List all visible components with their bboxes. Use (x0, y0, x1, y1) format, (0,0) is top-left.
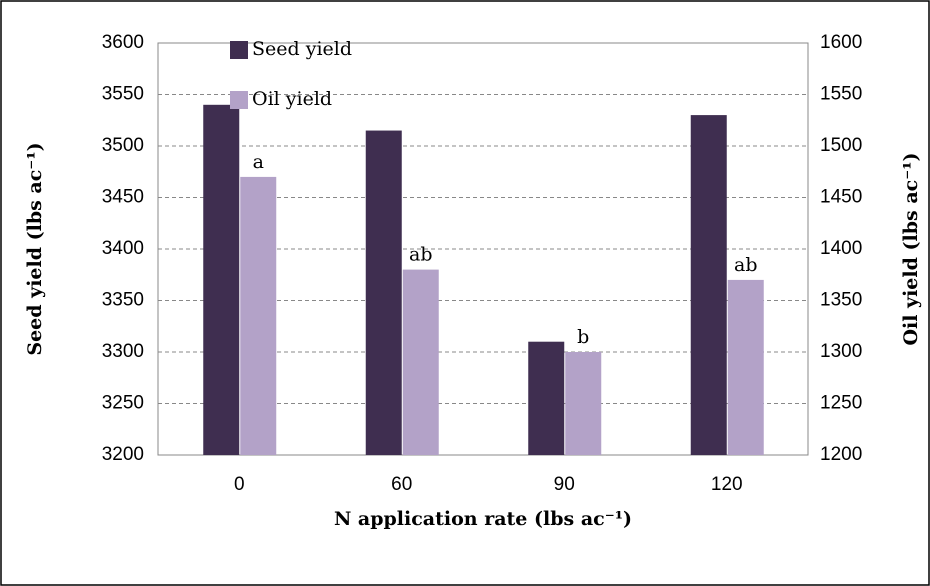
annotation: a (253, 151, 264, 173)
y2-tick-label: 1500 (820, 135, 862, 156)
y-tick-label: 3350 (102, 290, 144, 311)
x-tick-label: 90 (554, 474, 575, 495)
annotation: ab (734, 254, 758, 276)
y2-tick-label: 1200 (820, 444, 862, 465)
bar (203, 104, 240, 456)
bar (365, 130, 402, 456)
y-tick-label: 3400 (102, 238, 144, 259)
y-tick-label: 3550 (102, 84, 144, 105)
y2-tick-label: 1400 (820, 238, 862, 259)
y-tick-label: 3500 (102, 135, 144, 156)
legend-label: Oil yield (252, 88, 332, 110)
bar (727, 279, 764, 455)
y2-tick-label: 1550 (820, 84, 862, 105)
annotation: ab (409, 244, 433, 266)
x-axis-title: N application rate (lbs ac⁻¹) (334, 508, 632, 530)
y2-tick-label: 1300 (820, 341, 862, 362)
bar (402, 269, 439, 455)
y2-axis-title: Oil yield (lbs ac⁻¹) (900, 152, 922, 345)
y2-tick-label: 1350 (820, 290, 862, 311)
y-axis-title: Seed yield (lbs ac⁻¹) (24, 142, 46, 355)
y-tick-label: 3450 (102, 187, 144, 208)
y-tick-label: 3200 (102, 444, 144, 465)
x-tick-label: 120 (711, 474, 743, 495)
y2-tick-label: 1250 (820, 393, 862, 414)
y-tick-label: 3250 (102, 393, 144, 414)
y2-tick-label: 1600 (820, 32, 862, 53)
bar (528, 341, 565, 455)
y2-tick-label: 1450 (820, 187, 862, 208)
bar (565, 352, 602, 455)
legend-swatch (230, 91, 248, 109)
y-tick-label: 3600 (102, 32, 144, 53)
bar (240, 176, 277, 455)
legend-label: Seed yield (252, 38, 352, 60)
x-tick-label: 0 (234, 474, 245, 495)
legend-swatch (230, 41, 248, 59)
y-tick-label: 3300 (102, 341, 144, 362)
annotation: b (577, 326, 589, 348)
x-tick-label: 60 (391, 474, 412, 495)
bar (690, 115, 727, 455)
